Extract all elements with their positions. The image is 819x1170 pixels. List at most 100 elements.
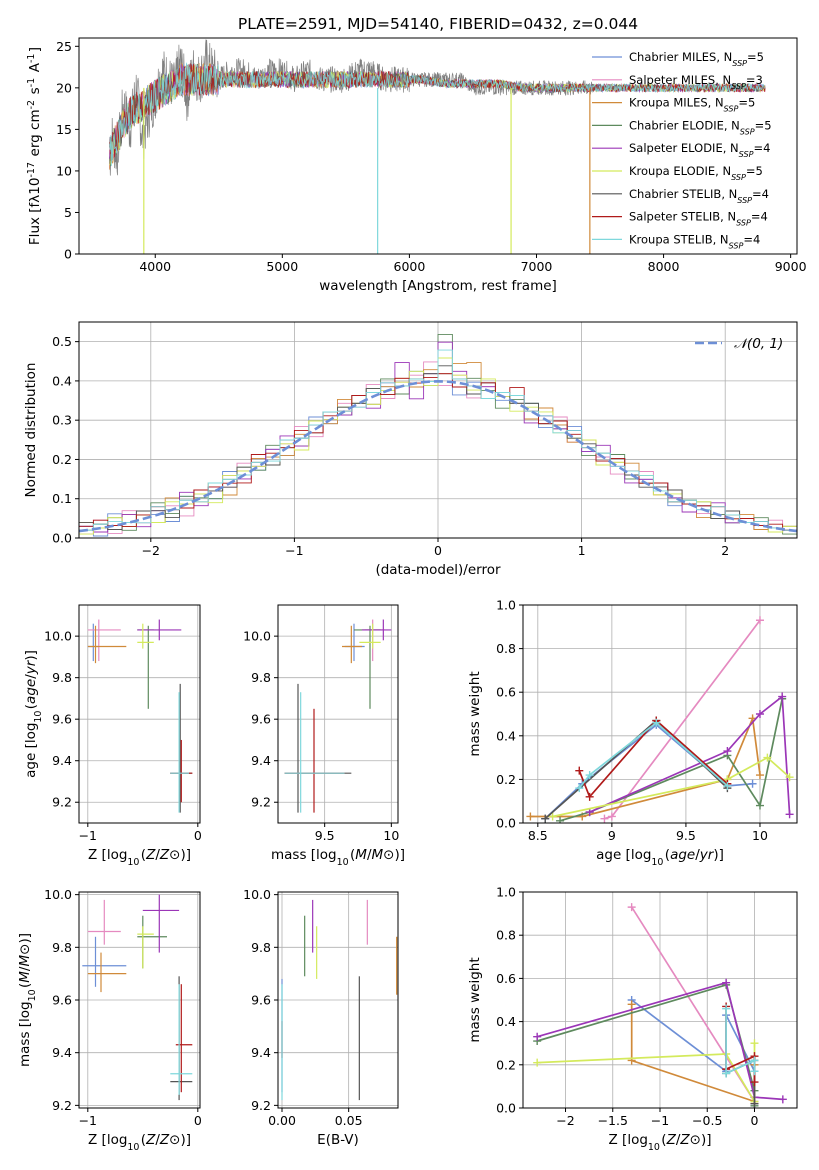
weight-marker: [755, 771, 764, 780]
weight-line-8: [578, 721, 728, 789]
weight-marker: [755, 801, 764, 810]
x-axis-label: age [log10 (age/yr)]: [596, 847, 724, 868]
weight-line-3: [536, 983, 756, 1106]
weight-marker: [556, 816, 565, 823]
y-tick-label: 0.0: [52, 531, 72, 546]
y-tick-label: 20: [56, 80, 72, 95]
plot-area: [526, 616, 794, 823]
weight-marker: [533, 1058, 542, 1067]
x-tick-label: 0: [434, 543, 442, 558]
chart-residuals: −2 −1 0 1 2 0.0 0.1 0.2 0.3 0.4 0.5 (data-model)/er…: [23, 321, 798, 578]
y-axis-label: mass weight: [467, 671, 483, 756]
x-tick-label: 0: [194, 1113, 202, 1128]
x-tick-label: 0.00: [268, 1113, 296, 1128]
x-axis-label: Z [log10 (Z/Z⊙)]: [88, 1132, 191, 1153]
chart-age-vs-metallicity: −1 0 9.2 9.4 9.6 9.8 10.0 Z [log10 (Z/Z⊙)] age […: [23, 604, 202, 868]
x-tick-label: −0.5: [692, 1113, 722, 1128]
y-tick-label: 0.2: [496, 772, 516, 787]
y-tick-label: 0.0: [496, 816, 516, 831]
y-tick-label: 9.2: [251, 795, 271, 810]
y-tick-label: 0.1: [52, 491, 72, 506]
weight-marker: [722, 1069, 731, 1078]
y-tick-label: 0.2: [496, 1057, 516, 1072]
plot-area: [82, 894, 193, 1101]
observed-spectrum: [109, 39, 593, 176]
weight-marker: [627, 1000, 636, 1009]
y-tick-label: 9.6: [52, 712, 72, 727]
y-tick-label: 0.6: [496, 971, 516, 986]
chart-age-vs-mass: 9.5 10 9.2 9.4 9.6 9.8 10.0 mass [log10 (M/M⊙)]: [243, 604, 405, 868]
x-tick-label: 1: [578, 543, 586, 558]
weight-marker: [778, 692, 787, 701]
x-tick-label: 2: [721, 543, 729, 558]
plot-area: [281, 899, 398, 1101]
weight-marker: [763, 753, 772, 762]
weight-line-5: [537, 1043, 756, 1105]
weight-marker: [526, 812, 535, 821]
weight-marker: [585, 792, 594, 801]
y-tick-label: 9.6: [52, 993, 72, 1008]
x-tick-label: 8.5: [528, 828, 548, 843]
chart-weight-vs-metallicity: −2 −1.5 −1 −0.5 0 0.0 0.2 0.4 0.6 0.8 1.0 Z [log10 …: [467, 885, 798, 1153]
y-axis-label: Flux [fλ10-17 erg cm-2 s-1 A-1 ]: [26, 47, 44, 245]
y-tick-label: 0.4: [52, 373, 72, 388]
weight-marker: [533, 1032, 542, 1041]
chart-spectrum: 4000 5000 6000 7000 8000 9000 0 5 10 15 20 25 wavele…: [26, 37, 807, 294]
weight-marker: [750, 1099, 759, 1108]
y-tick-label: 0.4: [496, 728, 516, 743]
x-tick-label: 0: [194, 828, 202, 843]
weight-marker: [750, 1056, 759, 1065]
weight-marker: [627, 903, 636, 912]
x-tick-label: 7000: [521, 259, 553, 274]
figure-title: PLATE=2591, MJD=54140, FIBERID=0432, z=0…: [238, 15, 638, 33]
y-axis-label: Normed distribution: [23, 363, 39, 498]
legend-label: Salpeter STELIB, NSSP=4: [629, 210, 768, 228]
y-tick-label: 15: [56, 122, 72, 137]
reference-legend-label: 𝒩(0, 1): [734, 336, 783, 352]
weight-line-6: [544, 719, 728, 820]
weight-line-4: [536, 981, 783, 1101]
plot-area: [533, 903, 787, 1108]
x-tick-label: −1: [79, 828, 97, 843]
weight-line-3: [559, 698, 784, 822]
x-tick-label: −2: [142, 543, 160, 558]
normal-reference-curve: [79, 379, 797, 533]
weight-marker: [541, 814, 550, 823]
x-tick-label: 9.5: [676, 828, 696, 843]
weight-marker: [575, 784, 584, 793]
y-tick-label: 0.8: [496, 928, 516, 943]
plot-area: [109, 39, 766, 254]
x-tick-label: 4000: [139, 259, 171, 274]
plot-area: [87, 619, 193, 813]
legend-label: Kroupa ELODIE, NSSP=5: [629, 164, 763, 182]
y-tick-label: 0.0: [496, 1101, 516, 1116]
x-tick-label: 10: [383, 828, 399, 843]
weight-marker: [755, 616, 764, 625]
weight-marker: [548, 812, 557, 821]
weight-marker: [607, 812, 616, 821]
weight-marker: [750, 1067, 759, 1076]
model-spectrum-8: [109, 62, 766, 167]
y-tick-label: 10.0: [243, 629, 271, 644]
x-axis-label: E(B-V): [317, 1132, 359, 1148]
weight-marker: [750, 1078, 759, 1087]
legend-label: Salpeter ELODIE, NSSP=4: [629, 141, 770, 159]
weight-line-7: [578, 719, 728, 799]
weight-marker: [723, 747, 732, 756]
x-axis-label: wavelength [Angstrom, rest frame]: [319, 278, 557, 294]
legend-label: Chabrier MILES, NSSP=5: [629, 50, 764, 68]
y-tick-label: 10.0: [243, 887, 271, 902]
x-tick-label: 10: [752, 828, 768, 843]
chart-weight-vs-age: 8.5 9 9.5 10 0.0 0.2 0.4 0.6 0.8 1.0 age [log10 (a…: [467, 598, 798, 868]
legend-label: Chabrier ELODIE, NSSP=5: [629, 118, 772, 136]
legend-label: Kroupa MILES, NSSP=5: [629, 96, 755, 114]
y-tick-label: 1.0: [496, 598, 516, 613]
y-tick-label: 0.2: [52, 452, 72, 467]
y-tick-label: 10: [56, 163, 72, 178]
weight-line-0: [544, 723, 753, 820]
weight-marker: [785, 773, 794, 782]
y-tick-label: 9.2: [52, 795, 72, 810]
weight-marker: [722, 978, 731, 987]
y-tick-label: 9.4: [52, 1045, 72, 1060]
